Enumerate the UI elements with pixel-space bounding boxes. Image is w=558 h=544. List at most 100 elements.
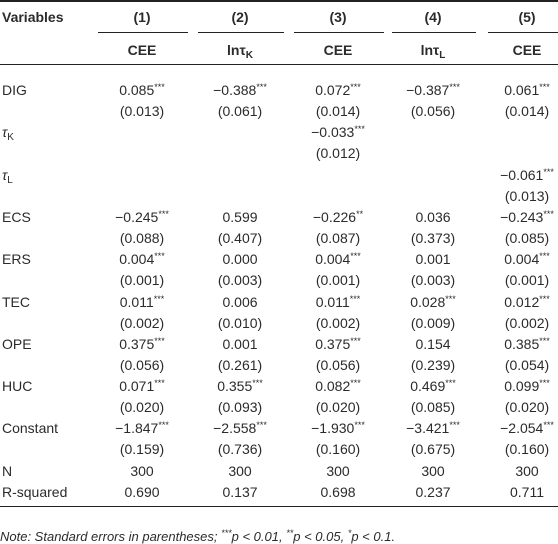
header-rule: [0, 64, 558, 65]
coefficient-value: 0.385: [504, 335, 540, 352]
significance-stars: ***: [252, 378, 263, 389]
coefficient: 0.004***: [504, 249, 550, 269]
coefficient-value: 0.072: [315, 82, 351, 98]
standard-error: (0.056): [315, 356, 361, 373]
column-number: (4): [424, 9, 442, 25]
significance-stars: ***: [153, 293, 165, 304]
coefficient-value: 0.011: [119, 293, 154, 310]
coefficient: 0.375***: [119, 334, 165, 354]
row-label: ERS: [2, 249, 31, 269]
row-label-text: τ: [2, 124, 8, 141]
significance-stars: ***: [154, 82, 165, 92]
coefficient-value: 0.000: [222, 251, 258, 268]
standard-error: (0.675): [410, 441, 456, 458]
coefficient-value: −2.558: [213, 420, 257, 437]
coefficient-value: 300: [421, 462, 445, 479]
table-note: Note: Standard errors in parentheses; **…: [0, 527, 395, 544]
coefficient-value: 0.355: [217, 378, 253, 395]
coefficient-value: 0.375: [315, 335, 351, 352]
column-name-text: CEE: [512, 42, 542, 58]
coefficient-value: 0.006: [222, 293, 258, 310]
standard-error: (0.001): [504, 272, 550, 289]
standard-error: (0.093): [217, 399, 263, 416]
coefficient: 0.375***: [315, 334, 361, 354]
standard-error: (0.261): [217, 356, 263, 373]
column-rule: [294, 32, 384, 33]
row-label: OPE: [2, 334, 32, 354]
significance-stars: ***: [539, 82, 550, 92]
note-text: p < 0.05,: [293, 529, 348, 544]
standard-error: (0.736): [217, 441, 263, 458]
standard-error: (0.010): [217, 314, 263, 331]
coefficient: 0.137: [222, 482, 257, 502]
coefficient: 300: [228, 461, 251, 481]
column-name: CEE: [128, 40, 157, 60]
column-rule: [198, 32, 284, 33]
coefficient: 0.061***: [504, 80, 550, 100]
column-number: (5): [518, 9, 536, 25]
significance-stars: ***: [350, 378, 361, 389]
standard-error: (0.012): [315, 145, 361, 162]
standard-error: (0.002): [504, 314, 550, 331]
coefficient: −0.061***: [500, 165, 554, 185]
coefficient: −2.558***: [213, 418, 267, 438]
top-rule: [0, 0, 558, 2]
bottom-rule: [0, 506, 558, 507]
coefficient-value: 0.011: [315, 293, 350, 310]
coefficient-value: 0.085: [119, 82, 155, 98]
column-name-text: CEE: [323, 42, 353, 58]
row-label-sub: L: [7, 174, 13, 186]
coefficient: −2.054***: [500, 418, 554, 438]
significance-stars: ***: [445, 293, 456, 304]
coefficient: 0.154: [415, 334, 450, 354]
significance-stars: ***: [154, 335, 165, 346]
coefficient: 0.599: [222, 207, 257, 227]
significance-stars: **: [356, 208, 364, 219]
coefficient-value: 0.004: [119, 251, 155, 268]
coefficient: 0.711: [510, 482, 544, 502]
coefficient: −1.847***: [115, 418, 169, 438]
standard-error: (0.373): [410, 229, 456, 246]
significance-stars: ***: [256, 420, 267, 431]
coefficient: −0.245***: [115, 207, 169, 227]
significance-stars: ***: [449, 420, 460, 431]
standard-error: (0.014): [315, 103, 361, 119]
coefficient: 300: [515, 461, 538, 481]
coefficient-value: −0.243: [500, 208, 544, 225]
coefficient-value: −3.421: [406, 420, 450, 437]
coefficient: −0.388***: [213, 80, 267, 100]
coefficient-value: −0.061: [500, 166, 544, 183]
column-name-sub: L: [439, 50, 446, 61]
column-name: CEE: [324, 40, 353, 60]
significance-stars: ***: [354, 124, 365, 135]
significance-stars: ***: [256, 82, 267, 92]
standard-error: (0.056): [119, 356, 165, 373]
column-name-sub: K: [245, 50, 253, 61]
row-label: HUC: [2, 376, 32, 396]
coefficient: −3.421***: [406, 418, 460, 438]
coefficient: 0.001: [222, 334, 257, 354]
coefficient-value: 0.071: [119, 378, 155, 395]
row-label-text: τ: [2, 166, 8, 183]
standard-error: (0.003): [217, 272, 263, 289]
row-label: DIG: [2, 80, 27, 100]
coefficient: 0.006: [222, 292, 257, 312]
coefficient-value: 300: [130, 462, 154, 479]
note-text: p < 0.01,: [231, 529, 287, 544]
standard-error: (0.085): [410, 399, 456, 416]
significance-stars: ***: [539, 293, 550, 304]
coefficient: 0.082***: [315, 376, 361, 396]
standard-error: (0.159): [119, 441, 165, 458]
row-label: R-squared: [2, 482, 67, 502]
coefficient-value: 0.061: [504, 82, 540, 98]
coefficient-value: −0.226: [312, 208, 357, 225]
coefficient: 0.698: [320, 482, 355, 502]
coefficient: 0.011***: [120, 292, 165, 312]
column-name: lnτK: [227, 40, 253, 61]
coefficient: −0.226**: [313, 207, 363, 227]
coefficient-value: 300: [515, 462, 539, 479]
column-rule: [98, 32, 188, 33]
coefficient-value: 0.599: [222, 208, 258, 225]
coefficient-value: 0.154: [415, 335, 451, 352]
significance-stars: ***: [158, 420, 169, 431]
